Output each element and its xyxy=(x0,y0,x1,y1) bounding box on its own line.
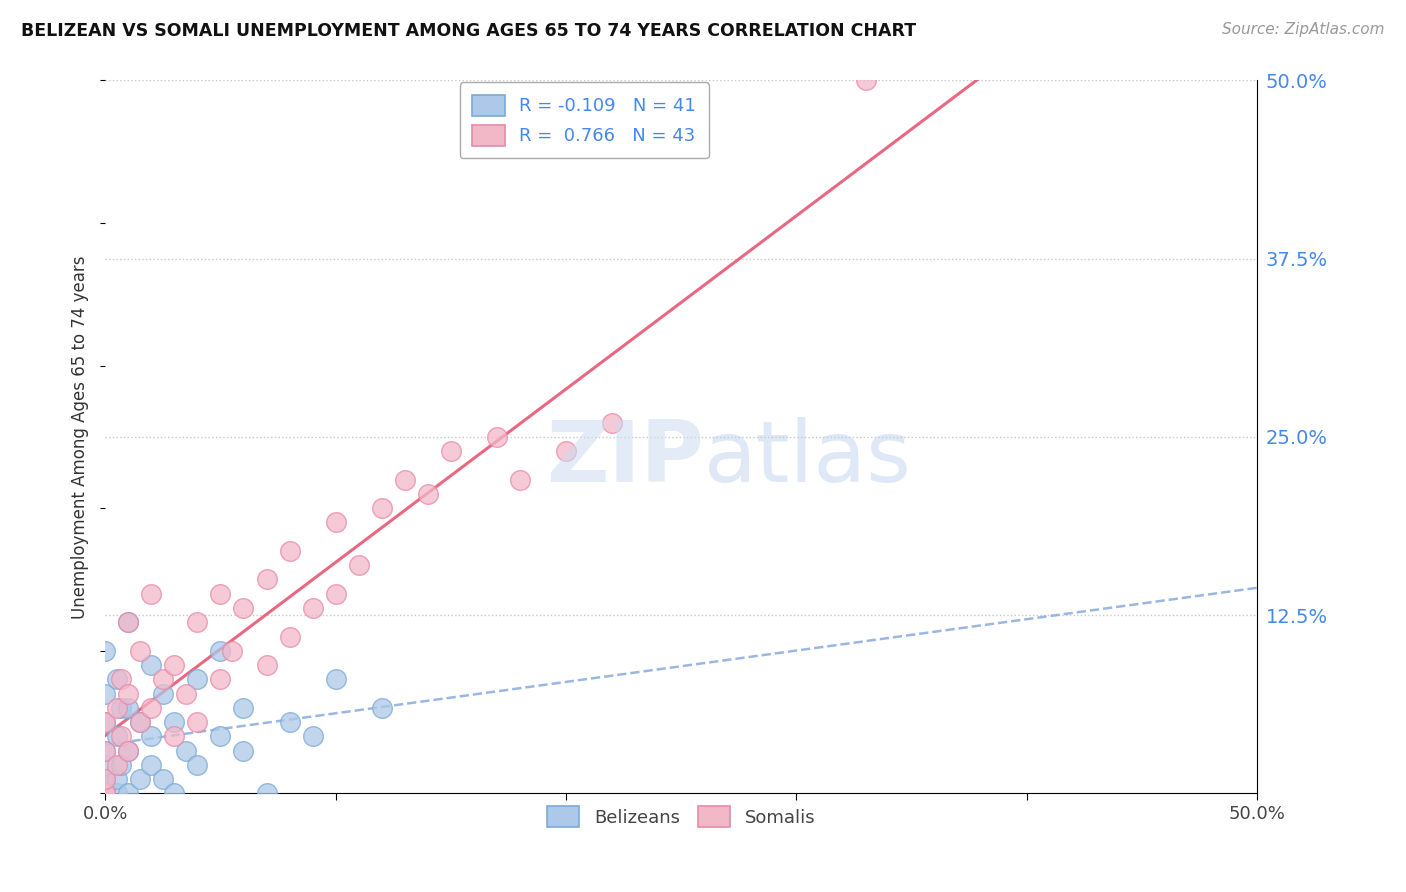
Point xyxy=(94,714,117,729)
Point xyxy=(94,779,117,793)
Point xyxy=(105,701,128,715)
Point xyxy=(117,615,139,630)
Point xyxy=(94,743,117,757)
Point xyxy=(186,673,208,687)
Point xyxy=(256,786,278,800)
Point xyxy=(152,687,174,701)
Point xyxy=(117,786,139,800)
Point xyxy=(110,757,132,772)
Point xyxy=(232,601,254,615)
Point xyxy=(163,786,186,800)
Point xyxy=(105,673,128,687)
Point xyxy=(94,757,117,772)
Point xyxy=(141,587,163,601)
Text: atlas: atlas xyxy=(704,417,912,500)
Point xyxy=(163,729,186,743)
Point xyxy=(174,687,197,701)
Point xyxy=(128,772,150,786)
Point xyxy=(152,772,174,786)
Point xyxy=(128,714,150,729)
Point xyxy=(209,729,232,743)
Point xyxy=(256,573,278,587)
Point xyxy=(232,743,254,757)
Point xyxy=(325,516,347,530)
Point xyxy=(221,644,243,658)
Point xyxy=(485,430,508,444)
Point xyxy=(278,714,301,729)
Point xyxy=(370,701,392,715)
Point xyxy=(94,644,117,658)
Point xyxy=(301,601,323,615)
Point xyxy=(94,786,117,800)
Point xyxy=(94,786,117,800)
Point xyxy=(141,658,163,673)
Point xyxy=(855,73,877,87)
Point xyxy=(94,786,117,800)
Point xyxy=(110,701,132,715)
Point xyxy=(325,587,347,601)
Legend: Belizeans, Somalis: Belizeans, Somalis xyxy=(540,799,823,834)
Point xyxy=(347,558,370,573)
Point xyxy=(105,772,128,786)
Point xyxy=(105,729,128,743)
Point xyxy=(141,701,163,715)
Point xyxy=(152,673,174,687)
Point xyxy=(94,786,117,800)
Point xyxy=(394,473,416,487)
Point xyxy=(163,714,186,729)
Point xyxy=(110,673,132,687)
Point xyxy=(209,673,232,687)
Point xyxy=(600,416,623,430)
Point xyxy=(555,444,578,458)
Point xyxy=(325,673,347,687)
Point xyxy=(105,786,128,800)
Text: ZIP: ZIP xyxy=(547,417,704,500)
Point xyxy=(94,687,117,701)
Point xyxy=(117,687,139,701)
Text: BELIZEAN VS SOMALI UNEMPLOYMENT AMONG AGES 65 TO 74 YEARS CORRELATION CHART: BELIZEAN VS SOMALI UNEMPLOYMENT AMONG AG… xyxy=(21,22,917,40)
Point xyxy=(186,615,208,630)
Point xyxy=(128,714,150,729)
Point xyxy=(94,714,117,729)
Point xyxy=(278,544,301,558)
Point xyxy=(117,615,139,630)
Point xyxy=(186,714,208,729)
Point xyxy=(105,757,128,772)
Point xyxy=(94,786,117,800)
Point xyxy=(117,743,139,757)
Point xyxy=(94,743,117,757)
Text: Source: ZipAtlas.com: Source: ZipAtlas.com xyxy=(1222,22,1385,37)
Point xyxy=(94,772,117,786)
Point xyxy=(174,743,197,757)
Point xyxy=(416,487,439,501)
Point xyxy=(141,757,163,772)
Point xyxy=(110,729,132,743)
Point xyxy=(163,658,186,673)
Point xyxy=(440,444,463,458)
Point xyxy=(117,743,139,757)
Point xyxy=(509,473,531,487)
Point xyxy=(209,587,232,601)
Point xyxy=(209,644,232,658)
Y-axis label: Unemployment Among Ages 65 to 74 years: Unemployment Among Ages 65 to 74 years xyxy=(72,255,89,619)
Point xyxy=(256,658,278,673)
Point xyxy=(278,630,301,644)
Point xyxy=(94,772,117,786)
Point xyxy=(186,757,208,772)
Point xyxy=(370,501,392,516)
Point xyxy=(232,701,254,715)
Point xyxy=(117,701,139,715)
Point xyxy=(141,729,163,743)
Point xyxy=(301,729,323,743)
Point xyxy=(128,644,150,658)
